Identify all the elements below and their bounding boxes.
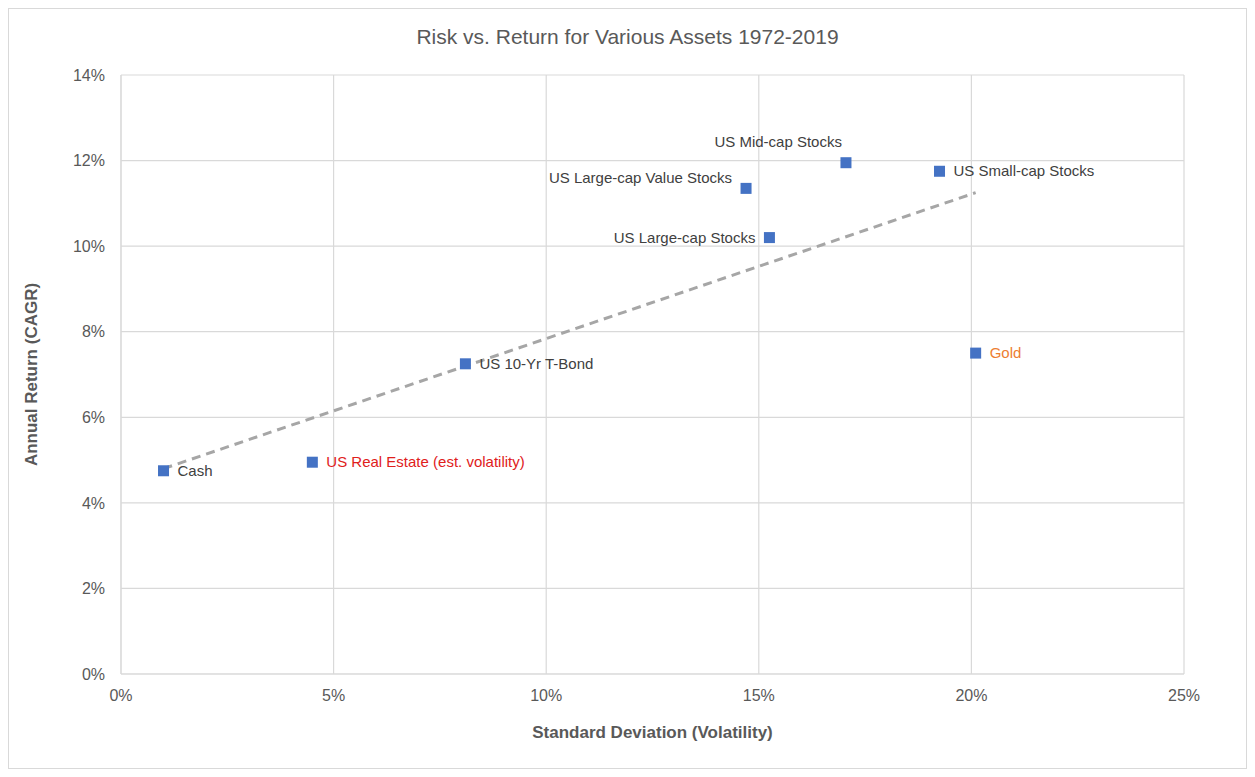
svg-text:0%: 0% (109, 687, 132, 704)
svg-text:US Mid-cap Stocks: US Mid-cap Stocks (714, 133, 842, 150)
svg-text:20%: 20% (955, 687, 987, 704)
svg-text:15%: 15% (743, 687, 775, 704)
svg-text:10%: 10% (73, 238, 105, 255)
svg-text:Gold: Gold (990, 344, 1022, 361)
svg-text:US Small-cap Stocks: US Small-cap Stocks (954, 162, 1095, 179)
svg-text:0%: 0% (82, 666, 105, 683)
svg-text:6%: 6% (82, 409, 105, 426)
svg-text:Cash: Cash (178, 462, 213, 479)
svg-text:25%: 25% (1168, 687, 1200, 704)
svg-text:US Large-cap Stocks: US Large-cap Stocks (614, 229, 756, 246)
svg-text:2%: 2% (82, 580, 105, 597)
svg-text:8%: 8% (82, 323, 105, 340)
svg-text:US Large-cap Value Stocks: US Large-cap Value Stocks (549, 169, 732, 186)
svg-text:Standard Deviation (Volatility: Standard Deviation (Volatility) (532, 723, 773, 742)
svg-text:5%: 5% (322, 687, 345, 704)
svg-text:Annual Return (CAGR): Annual Return (CAGR) (22, 283, 41, 466)
svg-text:4%: 4% (82, 495, 105, 512)
svg-text:US Real Estate (est. volatilit: US Real Estate (est. volatility) (326, 453, 524, 470)
svg-text:US 10-Yr T-Bond: US 10-Yr T-Bond (479, 355, 593, 372)
svg-text:14%: 14% (73, 67, 105, 84)
svg-text:12%: 12% (73, 152, 105, 169)
svg-text:10%: 10% (530, 687, 562, 704)
html-text:Risk vs. Return for Various As: Risk vs. Return for Various Assets 1972-… (416, 25, 839, 48)
